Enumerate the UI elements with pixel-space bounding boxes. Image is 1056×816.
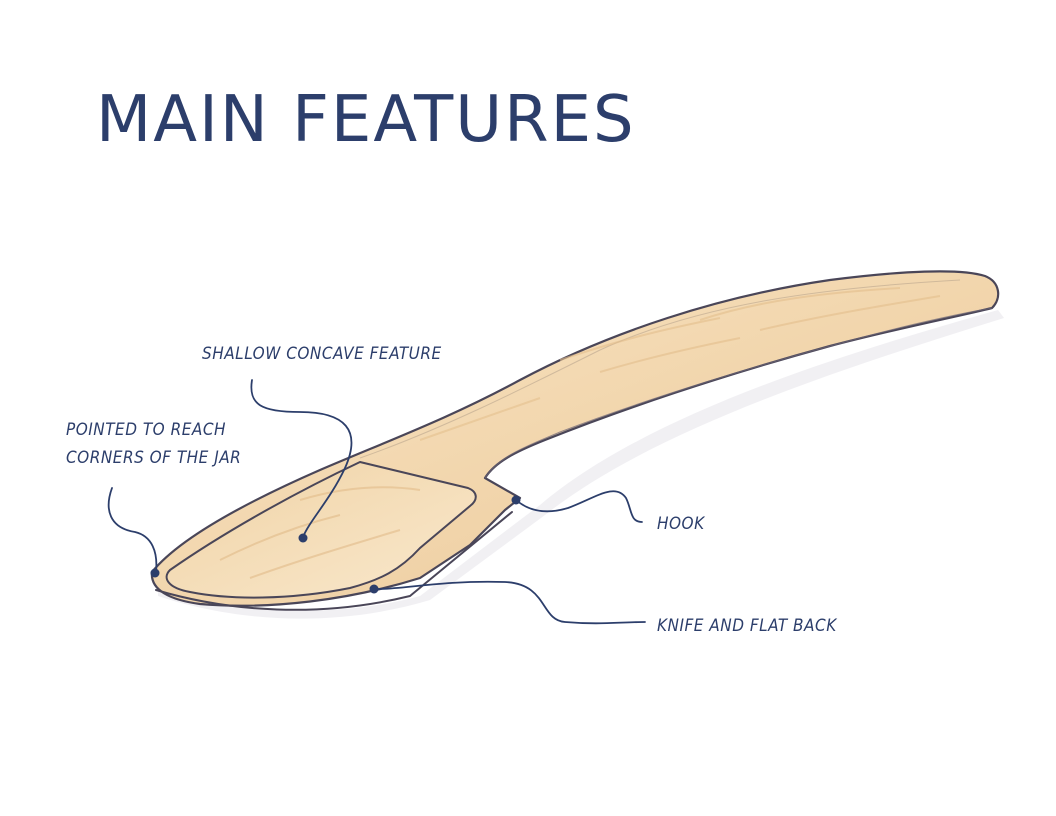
concave-bowl: [165, 461, 477, 599]
leader-pointed: [107, 487, 158, 573]
wood-grain: [419, 287, 941, 441]
callout-hook: HOOK: [657, 510, 705, 538]
callout-knife-and-flat-back: KNIFE AND FLAT BACK: [657, 612, 837, 640]
callout-text: KNIFE AND FLAT BACK: [657, 616, 837, 636]
dot-concave: [298, 533, 308, 543]
leader-concave: [250, 379, 353, 538]
callout-text: SHALLOW CONCAVE FEATURE: [202, 344, 442, 364]
callout-text: HOOK: [657, 514, 705, 534]
leader-lines: [107, 379, 646, 625]
callout-pointed-tip: POINTED TO REACH CORNERS OF THE JAR: [66, 416, 241, 472]
spatula-shadow: [158, 310, 1004, 619]
callout-dots: [150, 495, 521, 594]
bowl-grain: [219, 486, 421, 579]
callout-shallow-concave-feature: SHALLOW CONCAVE FEATURE: [202, 340, 442, 368]
flat-back-edge: [155, 511, 513, 611]
leader-hook: [515, 490, 643, 523]
leader-knife: [373, 580, 646, 625]
dot-pointed: [150, 568, 160, 578]
dot-hook: [511, 495, 521, 505]
dot-knife: [369, 584, 379, 594]
callout-text-line-1: POINTED TO REACH: [66, 420, 227, 440]
handle-edge: [484, 307, 993, 479]
callout-text-line-2: CORNERS OF THE JAR: [66, 448, 242, 468]
handle-ridge: [359, 279, 961, 459]
page-title: MAIN FEATURES: [96, 83, 636, 157]
